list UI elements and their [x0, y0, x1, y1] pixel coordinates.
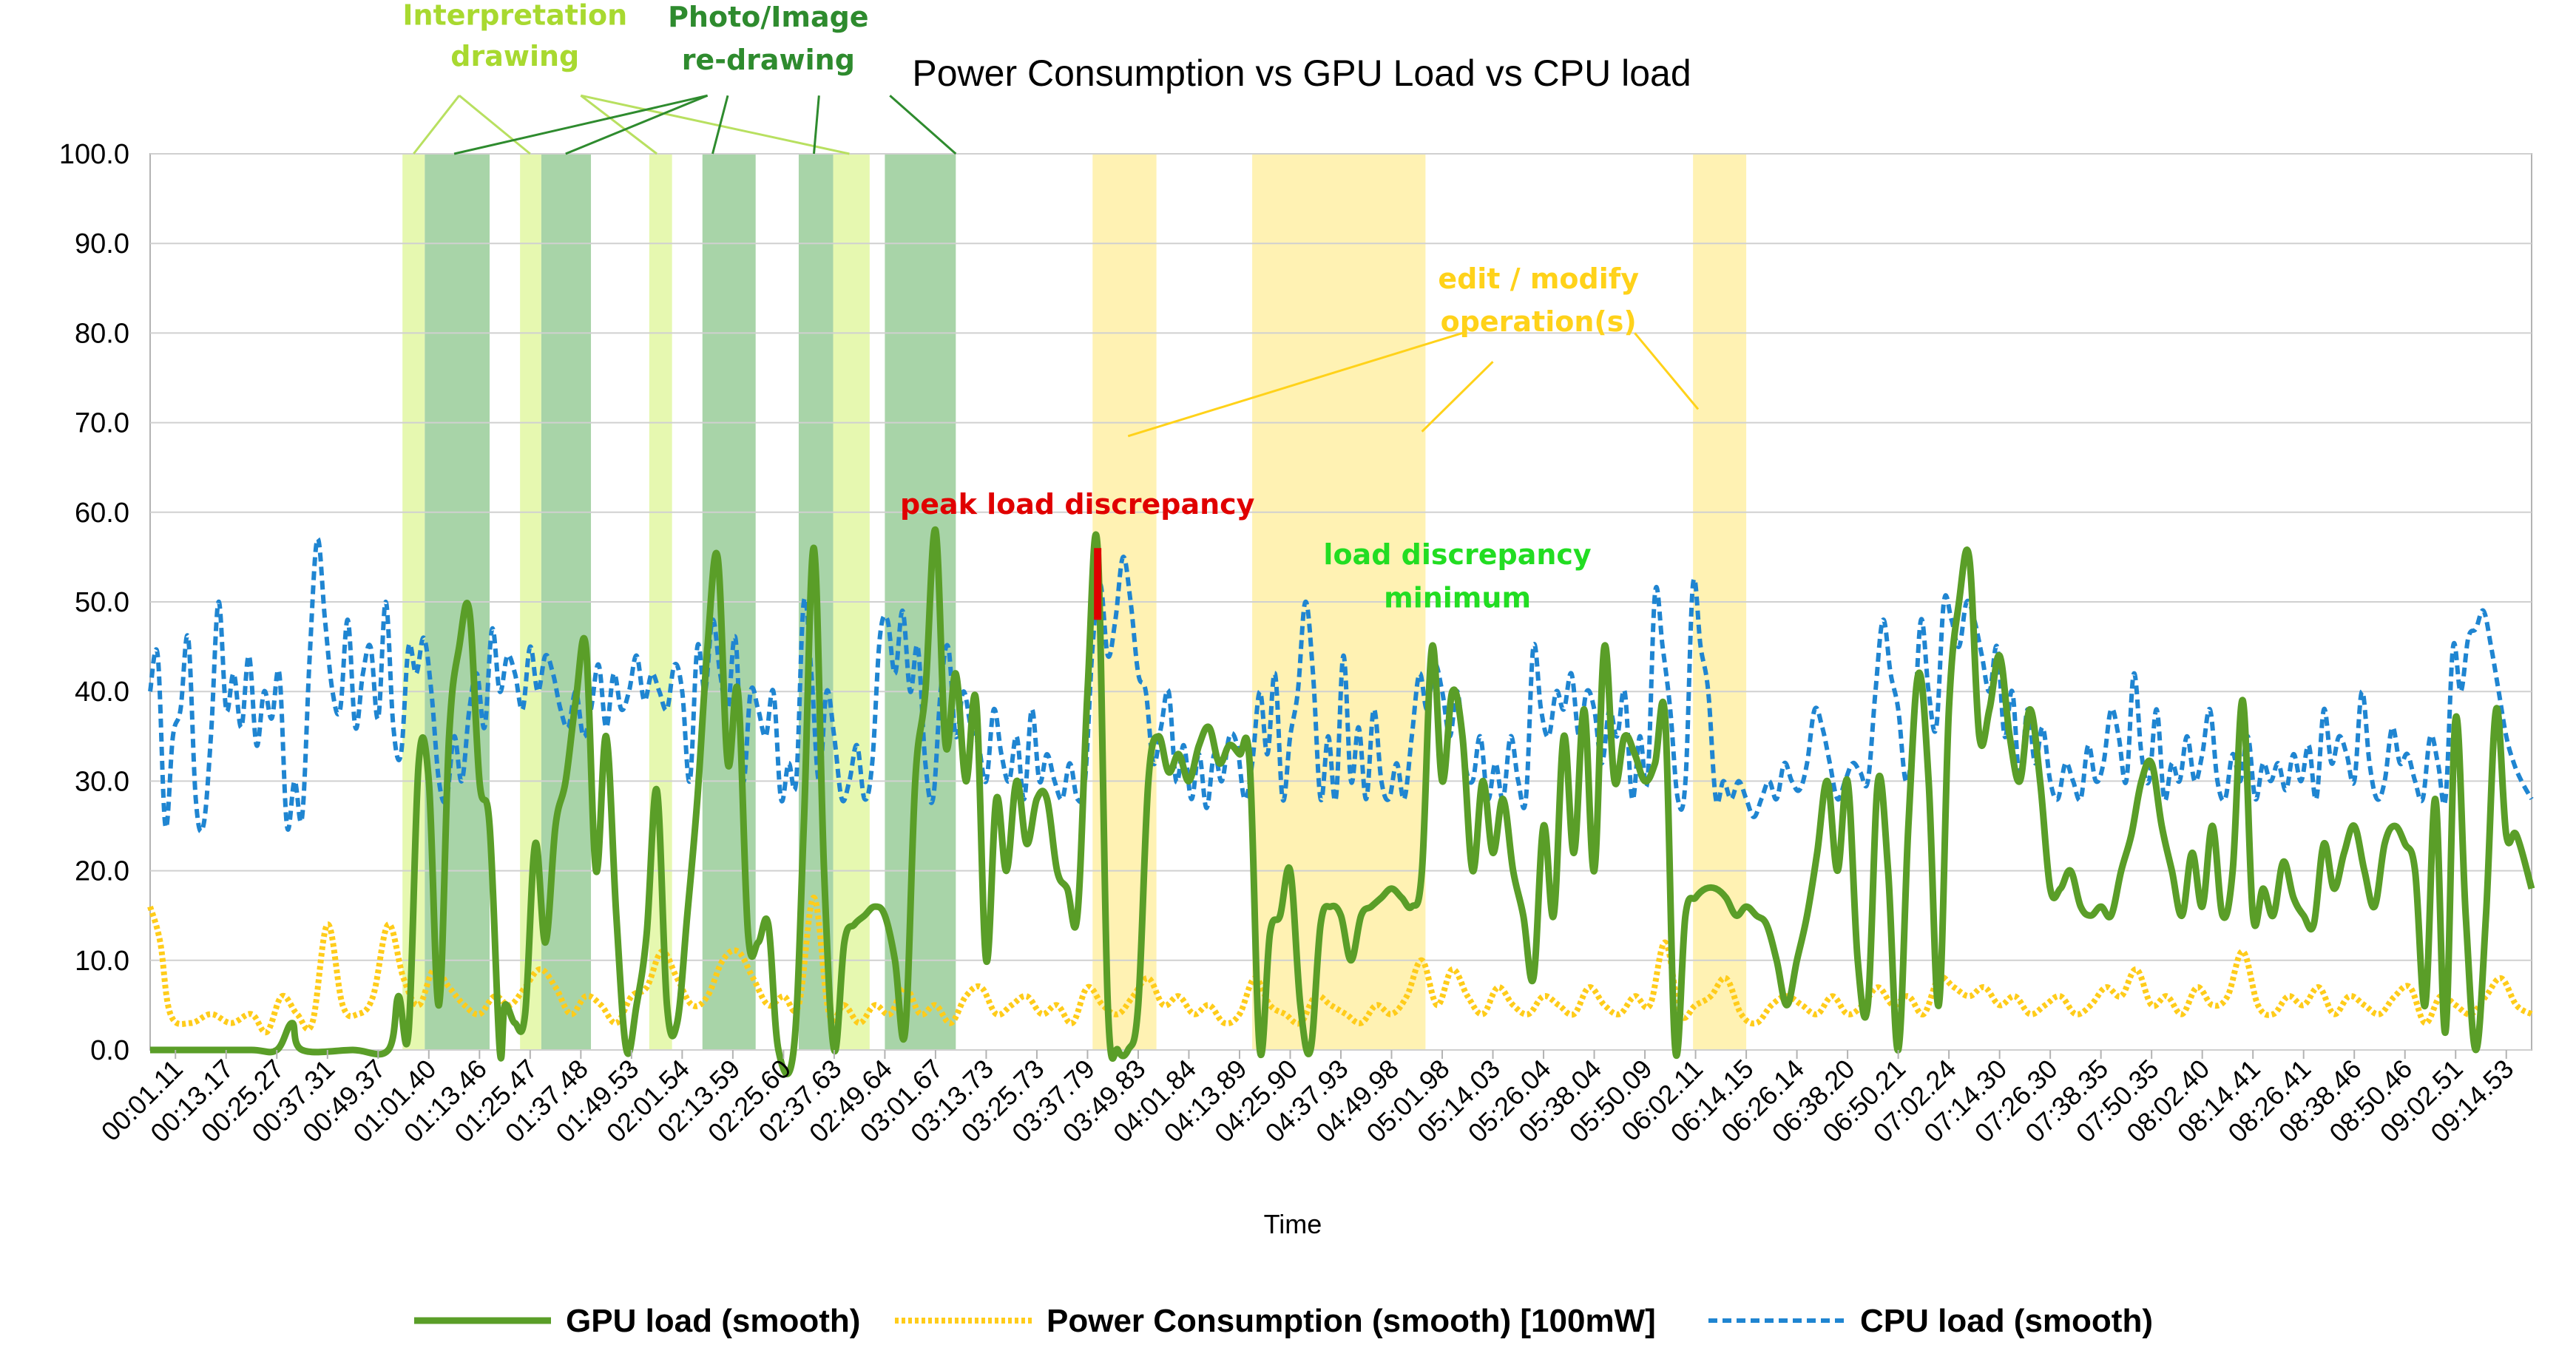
y-tick-label: 50.0: [75, 587, 129, 618]
y-tick-label: 30.0: [75, 766, 129, 797]
annotation-3: re-drawing: [682, 44, 855, 76]
legend-label-1: Power Consumption (smooth) [100mW]: [1047, 1303, 1656, 1339]
leader-line-4: [453, 94, 708, 155]
y-tick-label: 40.0: [75, 677, 129, 708]
series-cpu-load-line: [148, 536, 2534, 834]
y-tick-label: 0.0: [90, 1035, 129, 1066]
leader-line-11: [1634, 332, 1700, 410]
annotation-leader-lines: [413, 94, 1700, 438]
annotation-5: load discrepancy: [1323, 538, 1592, 571]
legend: GPU load (smooth) Power Consumption (smoo…: [414, 1303, 2153, 1339]
leader-line-6: [711, 95, 729, 155]
annotation-6: minimum: [1384, 581, 1531, 614]
annotation-7: edit / modify: [1438, 262, 1639, 295]
annotations: Interpretation drawing Photo/Image re-drawi…: [402, 0, 1639, 614]
leader-line-8: [889, 95, 957, 155]
y-tick-label: 70.0: [75, 408, 129, 439]
y-tick-label: 10.0: [75, 946, 129, 977]
chart-title: Power Consumption vs GPU Load vs CPU loa…: [912, 52, 1691, 94]
leader-line-9: [1127, 331, 1463, 438]
y-tick-label: 100.0: [59, 139, 129, 170]
leader-line-1: [458, 95, 531, 155]
legend-label-0: GPU load (smooth): [566, 1303, 860, 1339]
leader-line-2: [580, 95, 658, 155]
annotation-4: peak load discrepancy: [900, 488, 1255, 521]
y-tick-label: 60.0: [75, 498, 129, 529]
y-tick-label: 20.0: [75, 856, 129, 887]
annotation-8: operation(s): [1441, 305, 1637, 338]
series-gpu-load-line: [150, 526, 2535, 1077]
leader-line-5: [565, 94, 709, 155]
series-lines: [147, 526, 2535, 1077]
annotation-0: Interpretation: [402, 0, 627, 31]
annotation-1: drawing: [450, 40, 579, 72]
x-axis-label: Time: [1264, 1209, 1322, 1239]
leader-line-3: [581, 94, 850, 155]
y-tick-label: 80.0: [75, 318, 129, 349]
annotation-2: Photo/Image: [668, 1, 869, 33]
legend-label-2: CPU load (smooth): [1860, 1303, 2153, 1339]
x-axis-ticks: 00:01.1100:13.1700:25.2700:37.3100:49.37…: [95, 1050, 2519, 1148]
leader-line-10: [1421, 361, 1494, 433]
series-power-consumption-line: [147, 894, 2534, 1036]
y-tick-label: 90.0: [75, 228, 129, 260]
y-axis-ticks: 0.0 10.0 20.0 30.0 40.0 50.0 60.0 70.0 80.0 90.0 1…: [59, 139, 129, 1066]
leader-line-7: [812, 95, 820, 155]
leader-line-0: [413, 95, 461, 155]
